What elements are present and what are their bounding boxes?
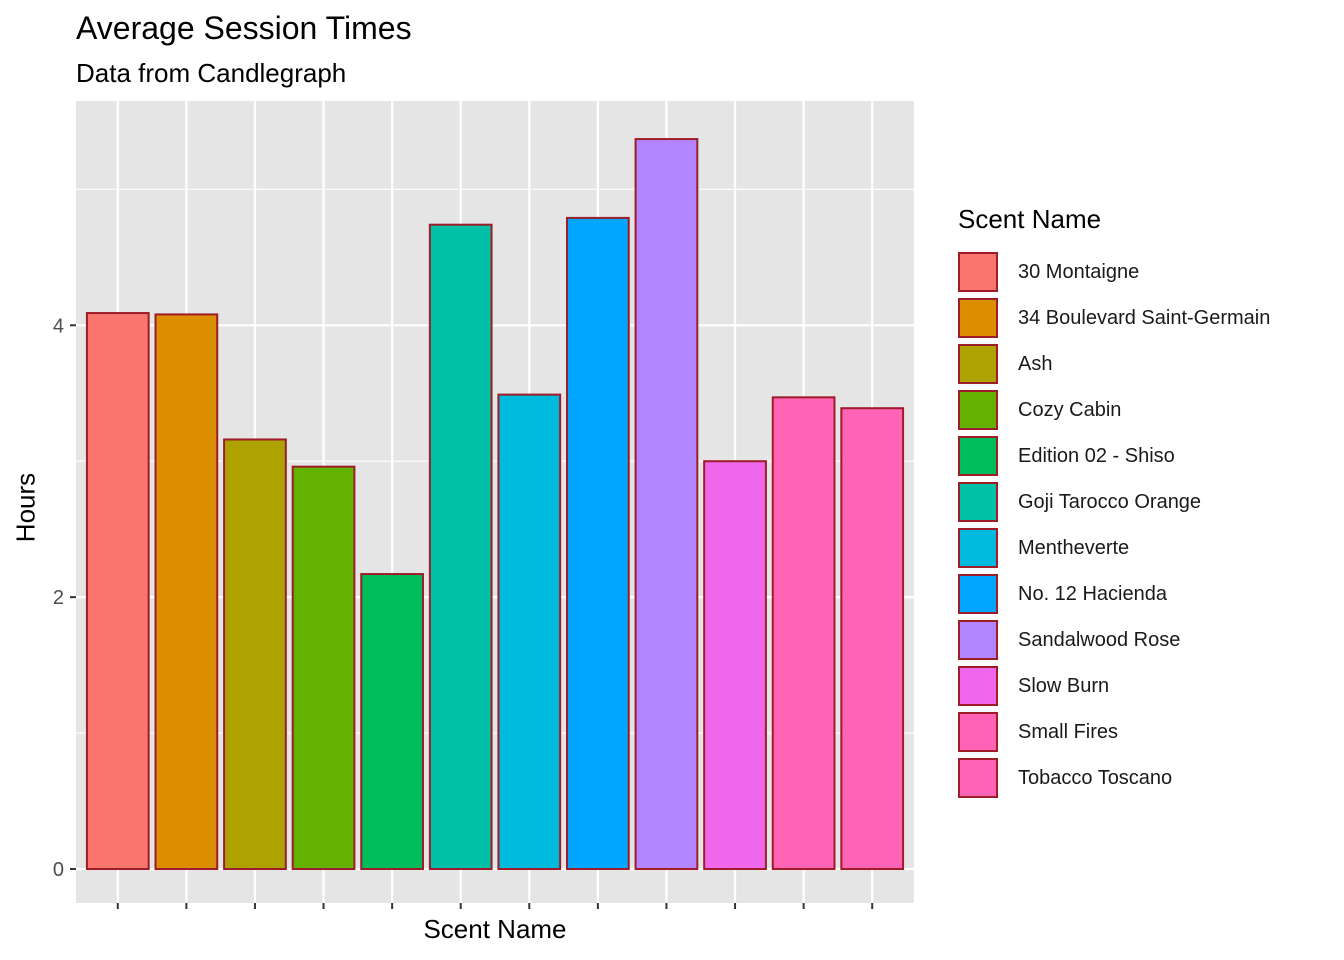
x-axis-title: Scent Name xyxy=(423,914,567,944)
bar-tobacco-toscano xyxy=(840,407,905,871)
chart-subtitle: Data from Candlegraph xyxy=(76,58,347,88)
bar-34-boulevard-saint-germain xyxy=(154,313,219,871)
legend-swatch xyxy=(958,620,998,660)
legend-label: Small Fires xyxy=(1018,720,1119,743)
legend-label: Tobacco Toscano xyxy=(1018,766,1173,789)
legend-title: Scent Name xyxy=(958,204,1102,234)
legend-label: Ash xyxy=(1018,352,1053,375)
bar-no-12-hacienda xyxy=(566,216,630,871)
legend-items: 30 Montaigne 34 Boulevard Saint-Germain As… xyxy=(958,249,1270,801)
legend: Scent Name 30 Montaigne 34 Boulevard Sain… xyxy=(958,204,1270,801)
legend-swatch xyxy=(958,574,998,614)
legend-label: No. 12 Hacienda xyxy=(1018,582,1167,605)
legend-item: Small Fires xyxy=(958,709,1270,755)
legend-item: Goji Tarocco Orange xyxy=(958,479,1270,525)
legend-swatch xyxy=(958,528,998,568)
legend-swatch xyxy=(958,344,998,384)
y-axis: 0 2 4 xyxy=(53,315,76,881)
y-tick-label: 0 xyxy=(53,859,64,881)
legend-label: 34 Boulevard Saint-Germain xyxy=(1018,306,1271,329)
legend-swatch xyxy=(958,482,998,522)
y-axis-title: Hours xyxy=(10,472,41,543)
bars xyxy=(85,138,905,871)
legend-item: Tobacco Toscano xyxy=(958,755,1270,801)
legend-item: No. 12 Hacienda xyxy=(958,571,1270,617)
legend-label: Goji Tarocco Orange xyxy=(1018,490,1202,513)
bar-mentheverte xyxy=(497,393,562,871)
y-tick-label: 2 xyxy=(53,587,64,609)
legend-item: 30 Montaigne xyxy=(958,249,1270,295)
bar-cozy-cabin xyxy=(291,465,356,871)
legend-swatch xyxy=(958,252,998,292)
legend-label: Cozy Cabin xyxy=(1018,398,1122,421)
bar-edition-02-shiso xyxy=(360,573,424,871)
chart-title: Average Session Times xyxy=(76,10,412,46)
bar-slow-burn xyxy=(703,460,767,871)
legend-label: Sandalwood Rose xyxy=(1018,628,1181,651)
legend-item: Sandalwood Rose xyxy=(958,617,1270,663)
legend-swatch xyxy=(958,666,998,706)
bar-small-fires xyxy=(771,396,836,871)
legend-swatch xyxy=(958,436,998,476)
legend-swatch xyxy=(958,298,998,338)
legend-label: Edition 02 - Shiso xyxy=(1018,444,1175,467)
legend-swatch xyxy=(958,758,998,798)
legend-item: Cozy Cabin xyxy=(958,387,1270,433)
legend-label: Slow Burn xyxy=(1018,674,1110,697)
bar-30-montaigne xyxy=(85,312,150,871)
legend-item: Mentheverte xyxy=(958,525,1270,571)
legend-item: Slow Burn xyxy=(958,663,1270,709)
legend-item: Ash xyxy=(958,341,1270,387)
y-tick-label: 4 xyxy=(53,315,64,337)
legend-item: 34 Boulevard Saint-Germain xyxy=(958,295,1270,341)
bar-sandalwood-rose xyxy=(634,138,699,871)
legend-swatch xyxy=(958,390,998,430)
legend-item: Edition 02 - Shiso xyxy=(958,433,1270,479)
legend-label: 30 Montaigne xyxy=(1018,260,1140,283)
x-axis xyxy=(116,903,874,909)
bar-ash xyxy=(223,438,287,871)
legend-swatch xyxy=(958,712,998,752)
bar-goji-tarocco-orange xyxy=(428,223,493,871)
legend-label: Mentheverte xyxy=(1018,536,1130,559)
